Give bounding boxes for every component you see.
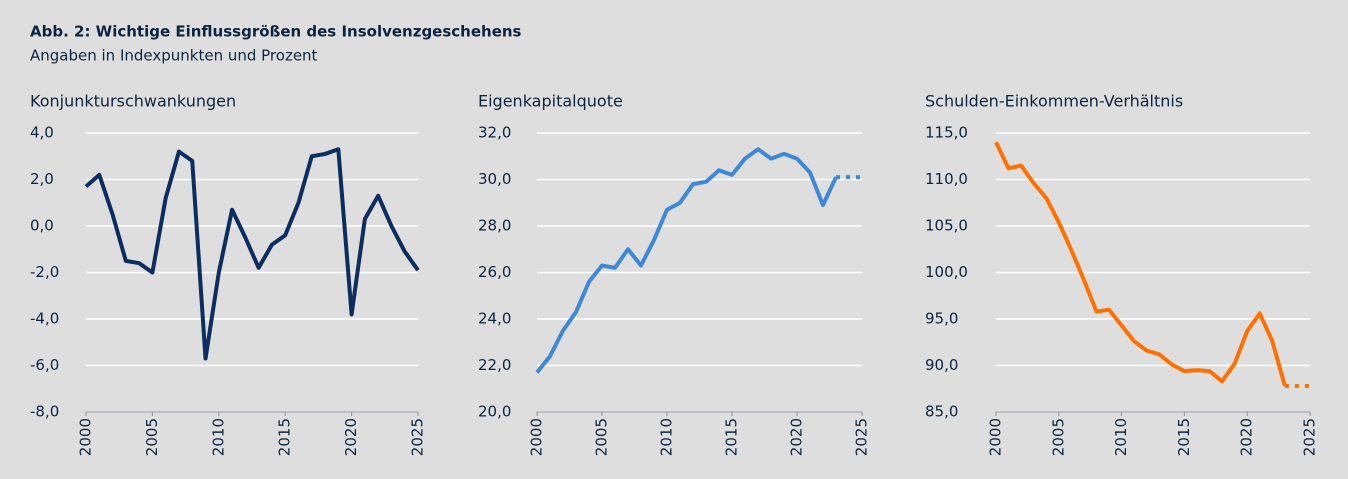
x-tick-label: 2000 — [987, 418, 1005, 456]
x-tick-label: 2020 — [788, 418, 806, 456]
x-tick-label: 2005 — [143, 418, 161, 456]
y-tick-label: 4,0 — [30, 124, 54, 142]
y-tick-label: 100,0 — [925, 263, 968, 281]
x-tick-label: 2025 — [853, 418, 871, 456]
x-tick-label: 2000 — [77, 418, 95, 456]
y-tick-label: 24,0 — [478, 310, 511, 328]
x-tick-label: 2020 — [342, 418, 360, 456]
y-tick-label: 32,0 — [478, 124, 511, 142]
y-tick-label: 105,0 — [925, 217, 968, 235]
figure-subtitle: Angaben in Indexpunkten und Prozent — [30, 47, 318, 65]
x-tick-label: 2000 — [528, 418, 546, 456]
y-tick-label: -8,0 — [30, 403, 59, 421]
x-tick-label: 2005 — [593, 418, 611, 456]
x-tick-label: 2015 — [276, 418, 294, 456]
panel-title: Schulden-Einkommen-Verhältnis — [925, 92, 1183, 111]
y-tick-label: 110,0 — [925, 170, 968, 188]
x-tick-label: 2005 — [1049, 418, 1067, 456]
figure-title: Abb. 2: Wichtige Einflussgrößen des Inso… — [30, 23, 522, 41]
y-tick-label: 20,0 — [478, 403, 511, 421]
y-tick-label: -2,0 — [30, 263, 59, 281]
y-tick-label: -6,0 — [30, 356, 59, 374]
y-tick-label: 28,0 — [478, 217, 511, 235]
y-tick-label: 30,0 — [478, 170, 511, 188]
y-tick-label: 2,0 — [30, 170, 54, 188]
x-tick-label: 2025 — [1301, 418, 1319, 456]
y-tick-label: 0,0 — [30, 217, 54, 235]
panel-title: Eigenkapitalquote — [478, 92, 623, 111]
data-line — [84, 147, 420, 361]
x-tick-label: 2015 — [723, 418, 741, 456]
panel-title: Konjunkturschwankungen — [30, 92, 236, 111]
x-tick-label: 2025 — [409, 418, 427, 456]
x-tick-label: 2015 — [1175, 418, 1193, 456]
y-tick-label: 22,0 — [478, 356, 511, 374]
data-line — [535, 147, 838, 374]
y-tick-label: 115,0 — [925, 124, 968, 142]
x-tick-label: 2010 — [209, 418, 227, 456]
y-tick-label: 26,0 — [478, 263, 511, 281]
y-tick-label: 90,0 — [925, 356, 958, 374]
data-line — [994, 141, 1287, 387]
y-tick-label: -4,0 — [30, 310, 59, 328]
y-tick-label: 95,0 — [925, 310, 958, 328]
y-tick-label: 85,0 — [925, 403, 958, 421]
x-tick-label: 2020 — [1238, 418, 1256, 456]
x-tick-label: 2010 — [658, 418, 676, 456]
x-tick-label: 2010 — [1112, 418, 1130, 456]
